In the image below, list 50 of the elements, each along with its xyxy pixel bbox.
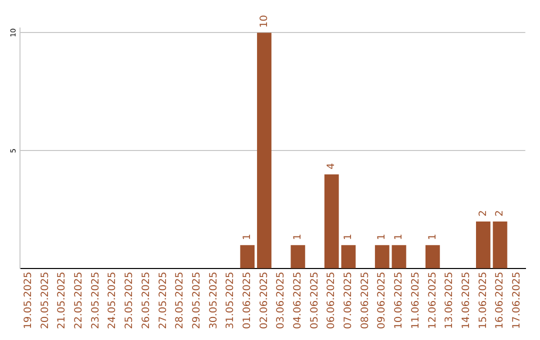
x-tick-label: 02.06.2025 bbox=[258, 272, 270, 330]
x-tick-label: 03.06.2025 bbox=[276, 272, 287, 330]
x-tick-label: 28.05.2025 bbox=[174, 272, 186, 330]
bar bbox=[392, 245, 406, 268]
data-label: 2 bbox=[478, 210, 489, 217]
x-tick-label: 22.05.2025 bbox=[74, 272, 85, 330]
x-tick-label: 07.06.2025 bbox=[343, 272, 354, 330]
x-tick-label: 11.06.2025 bbox=[410, 272, 422, 330]
bar bbox=[476, 222, 490, 268]
x-tick-label: 21.05.2025 bbox=[56, 272, 68, 330]
data-label: 1 bbox=[292, 234, 304, 240]
bar bbox=[341, 245, 356, 268]
bar bbox=[240, 245, 255, 268]
x-tick-label: 16.06.2025 bbox=[494, 272, 506, 330]
x-tick-label: 29.05.2025 bbox=[191, 272, 202, 330]
bar bbox=[324, 174, 339, 268]
x-tick-label: 31.05.2025 bbox=[225, 272, 236, 330]
x-tick-label: 17.06.2025 bbox=[511, 272, 522, 330]
data-label: 2 bbox=[494, 210, 506, 217]
data-label: 4 bbox=[326, 162, 338, 170]
data-label: 1 bbox=[343, 234, 354, 240]
x-tick-label: 19.05.2025 bbox=[23, 272, 34, 330]
x-tick-label: 13.06.2025 bbox=[444, 272, 456, 330]
x-tick-label: 04.06.2025 bbox=[292, 272, 304, 330]
x-tick-label: 27.05.2025 bbox=[158, 272, 169, 330]
x-tick-label: 24.05.2025 bbox=[107, 272, 118, 330]
data-label: 1 bbox=[242, 234, 253, 240]
data-label: 10 bbox=[258, 14, 270, 28]
bar bbox=[425, 245, 440, 268]
x-tick-label: 01.06.2025 bbox=[242, 272, 253, 330]
x-tick-label: 06.06.2025 bbox=[326, 272, 338, 330]
x-tick-label: 08.06.2025 bbox=[360, 272, 371, 330]
x-tick-label: 10.06.2025 bbox=[394, 272, 405, 330]
bar bbox=[290, 245, 306, 268]
x-tick-label: 05.06.2025 bbox=[309, 272, 320, 330]
x-tick-label: 12.06.2025 bbox=[427, 272, 438, 330]
x-tick-label: 15.06.2025 bbox=[478, 272, 489, 330]
x-tick-label: 25.05.2025 bbox=[124, 272, 136, 330]
x-tick-label: 20.05.2025 bbox=[40, 272, 51, 330]
data-label: 1 bbox=[427, 234, 438, 240]
x-tick-label: 14.06.2025 bbox=[460, 272, 472, 330]
bar bbox=[374, 245, 390, 268]
x-tick-label: 30.05.2025 bbox=[208, 272, 220, 330]
data-label: 1 bbox=[394, 234, 405, 240]
bar bbox=[492, 222, 508, 268]
bar bbox=[257, 32, 272, 268]
x-tick-label: 23.05.2025 bbox=[90, 272, 102, 330]
x-tick-label: 09.06.2025 bbox=[376, 272, 388, 330]
x-tick-label: 26.05.2025 bbox=[140, 272, 152, 330]
data-label: 1 bbox=[376, 234, 388, 240]
